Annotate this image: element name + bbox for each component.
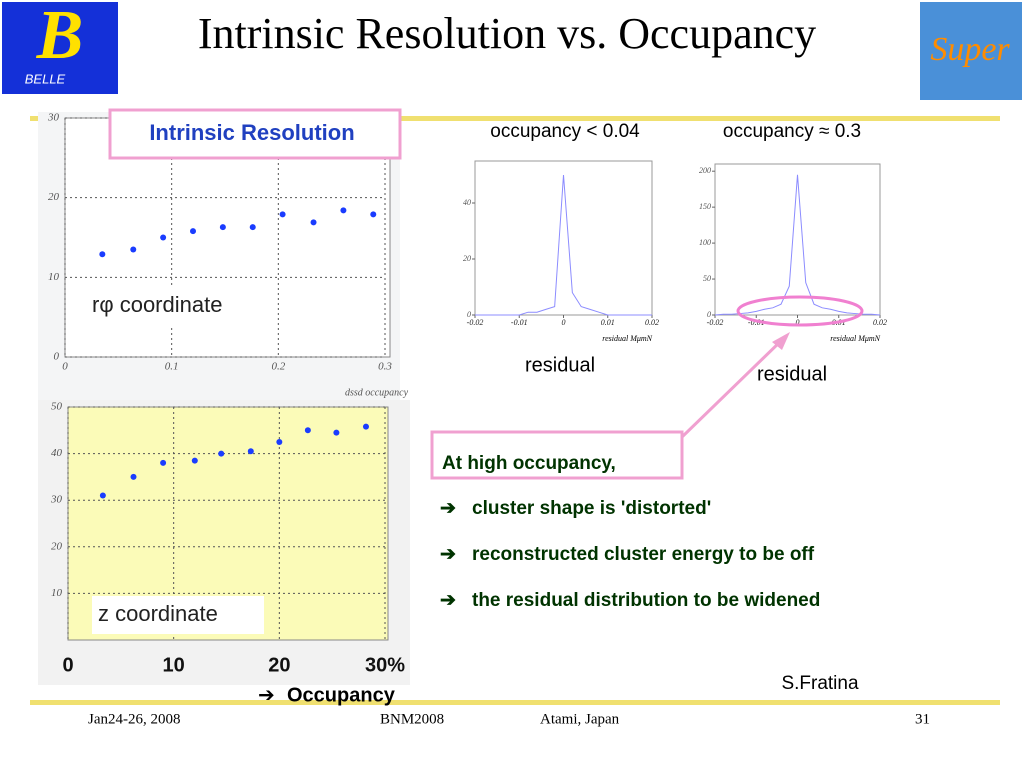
y-tick-label: 50 [51, 401, 63, 413]
point [370, 211, 377, 218]
point [279, 211, 286, 218]
point [340, 207, 347, 214]
super-logo [920, 2, 1022, 100]
bullet: reconstructed cluster energy to be off [472, 544, 815, 565]
plot-frame [714, 163, 881, 316]
y-tick-label: 30 [50, 494, 63, 506]
bullet: the residual distribution to be widened [472, 590, 820, 611]
y-tick-label: 10 [48, 271, 60, 283]
y-tick-label: 0 [707, 310, 711, 319]
x-tick-label: 0.02 [645, 318, 659, 327]
y-tick-label: 50 [703, 274, 711, 283]
footer-page: 31 [915, 711, 930, 727]
y-tick-label: 20 [463, 254, 471, 263]
x-tick-label: -0.02 [707, 318, 724, 327]
callout-heading: At high occupancy, [442, 453, 616, 474]
axis-label: dssd occupancy [345, 387, 409, 398]
footer-date: Jan24-26, 2008 [88, 711, 181, 727]
x-tick-label: 20 [268, 654, 290, 676]
footer-conf: BNM2008 [380, 711, 444, 727]
point [310, 219, 317, 226]
x-tick-label: 0.2 [271, 361, 285, 373]
arrow: ➔ [440, 590, 456, 611]
histogram-line [714, 174, 881, 316]
label-bg [92, 596, 264, 634]
point [218, 450, 225, 457]
footer-place: Atami, Japan [540, 711, 620, 727]
pointer-head [772, 332, 790, 350]
axis-label: residual MμmN [602, 334, 652, 343]
axis-label: residual MμmN [830, 334, 880, 343]
slide-title: Intrinsic Resolution vs. Occupancy [198, 9, 816, 58]
arrow: ➔ [258, 684, 275, 706]
rule [30, 116, 1000, 121]
y-tick-label: 0 [467, 310, 471, 319]
point [130, 473, 137, 480]
x-tick-label: 30% [365, 654, 405, 676]
occupancy-label: Occupancy [287, 684, 396, 706]
plot-frame [474, 160, 653, 316]
hist-title: occupancy ≈ 0.3 [723, 121, 861, 142]
logo-text: BELLE [25, 71, 66, 86]
coord-label: rφ coordinate [92, 292, 222, 317]
x-tick-label: 0 [562, 318, 566, 327]
point [362, 423, 369, 430]
y-tick-label: 20 [51, 540, 63, 552]
x-tick-label: 0.01 [601, 318, 615, 327]
residual-label: residual [525, 354, 595, 376]
y-tick-label: 0 [54, 351, 60, 363]
point [247, 448, 254, 455]
logo-text: Super [930, 31, 1010, 68]
x-tick-label: 0.1 [165, 361, 179, 373]
point [190, 228, 196, 235]
author: S.Fratina [781, 673, 859, 694]
point [160, 234, 167, 241]
bullet: cluster shape is 'distorted' [472, 498, 711, 519]
y-tick-label: 20 [48, 191, 60, 203]
y-tick-label: 40 [463, 198, 471, 207]
arrow: ➔ [440, 498, 456, 519]
coord-label: z coordinate [98, 601, 218, 626]
highlight [736, 295, 864, 327]
point [276, 438, 283, 445]
y-tick-label: 40 [51, 447, 63, 459]
arrow: ➔ [440, 544, 456, 565]
y-tick-label: 150 [699, 202, 711, 211]
point [304, 427, 311, 434]
x-tick-label: 0.02 [873, 318, 887, 327]
point [191, 457, 198, 464]
point [249, 224, 256, 231]
point [333, 429, 340, 436]
y-tick-label: 30 [47, 112, 60, 124]
label-bg [85, 287, 257, 327]
hist-title: occupancy < 0.04 [490, 121, 640, 142]
x-tick-label: 10 [163, 654, 185, 676]
point [130, 246, 137, 253]
x-tick-label: 0.3 [378, 361, 392, 373]
point [99, 251, 106, 258]
label-box [108, 108, 402, 160]
callout-box [430, 430, 684, 480]
y-tick-label: 200 [699, 166, 711, 175]
point [219, 224, 226, 231]
pointer [680, 336, 786, 439]
point [99, 492, 106, 499]
histogram-line [475, 174, 652, 316]
x-tick-label: 0 [62, 654, 73, 676]
y-tick-label: 10 [51, 587, 63, 599]
x-tick-label: -0.02 [467, 318, 484, 327]
x-tick-label: 0 [62, 361, 68, 373]
belle-logo [2, 2, 118, 94]
belle-b: B [36, 0, 84, 74]
x-tick-label: 0 [796, 318, 800, 327]
plot-label: Intrinsic Resolution [149, 120, 354, 145]
rule [30, 700, 1000, 705]
residual-label: residual [757, 363, 827, 385]
y-tick-label: 100 [699, 238, 711, 247]
x-tick-label: -0.01 [511, 318, 528, 327]
point [160, 459, 167, 466]
